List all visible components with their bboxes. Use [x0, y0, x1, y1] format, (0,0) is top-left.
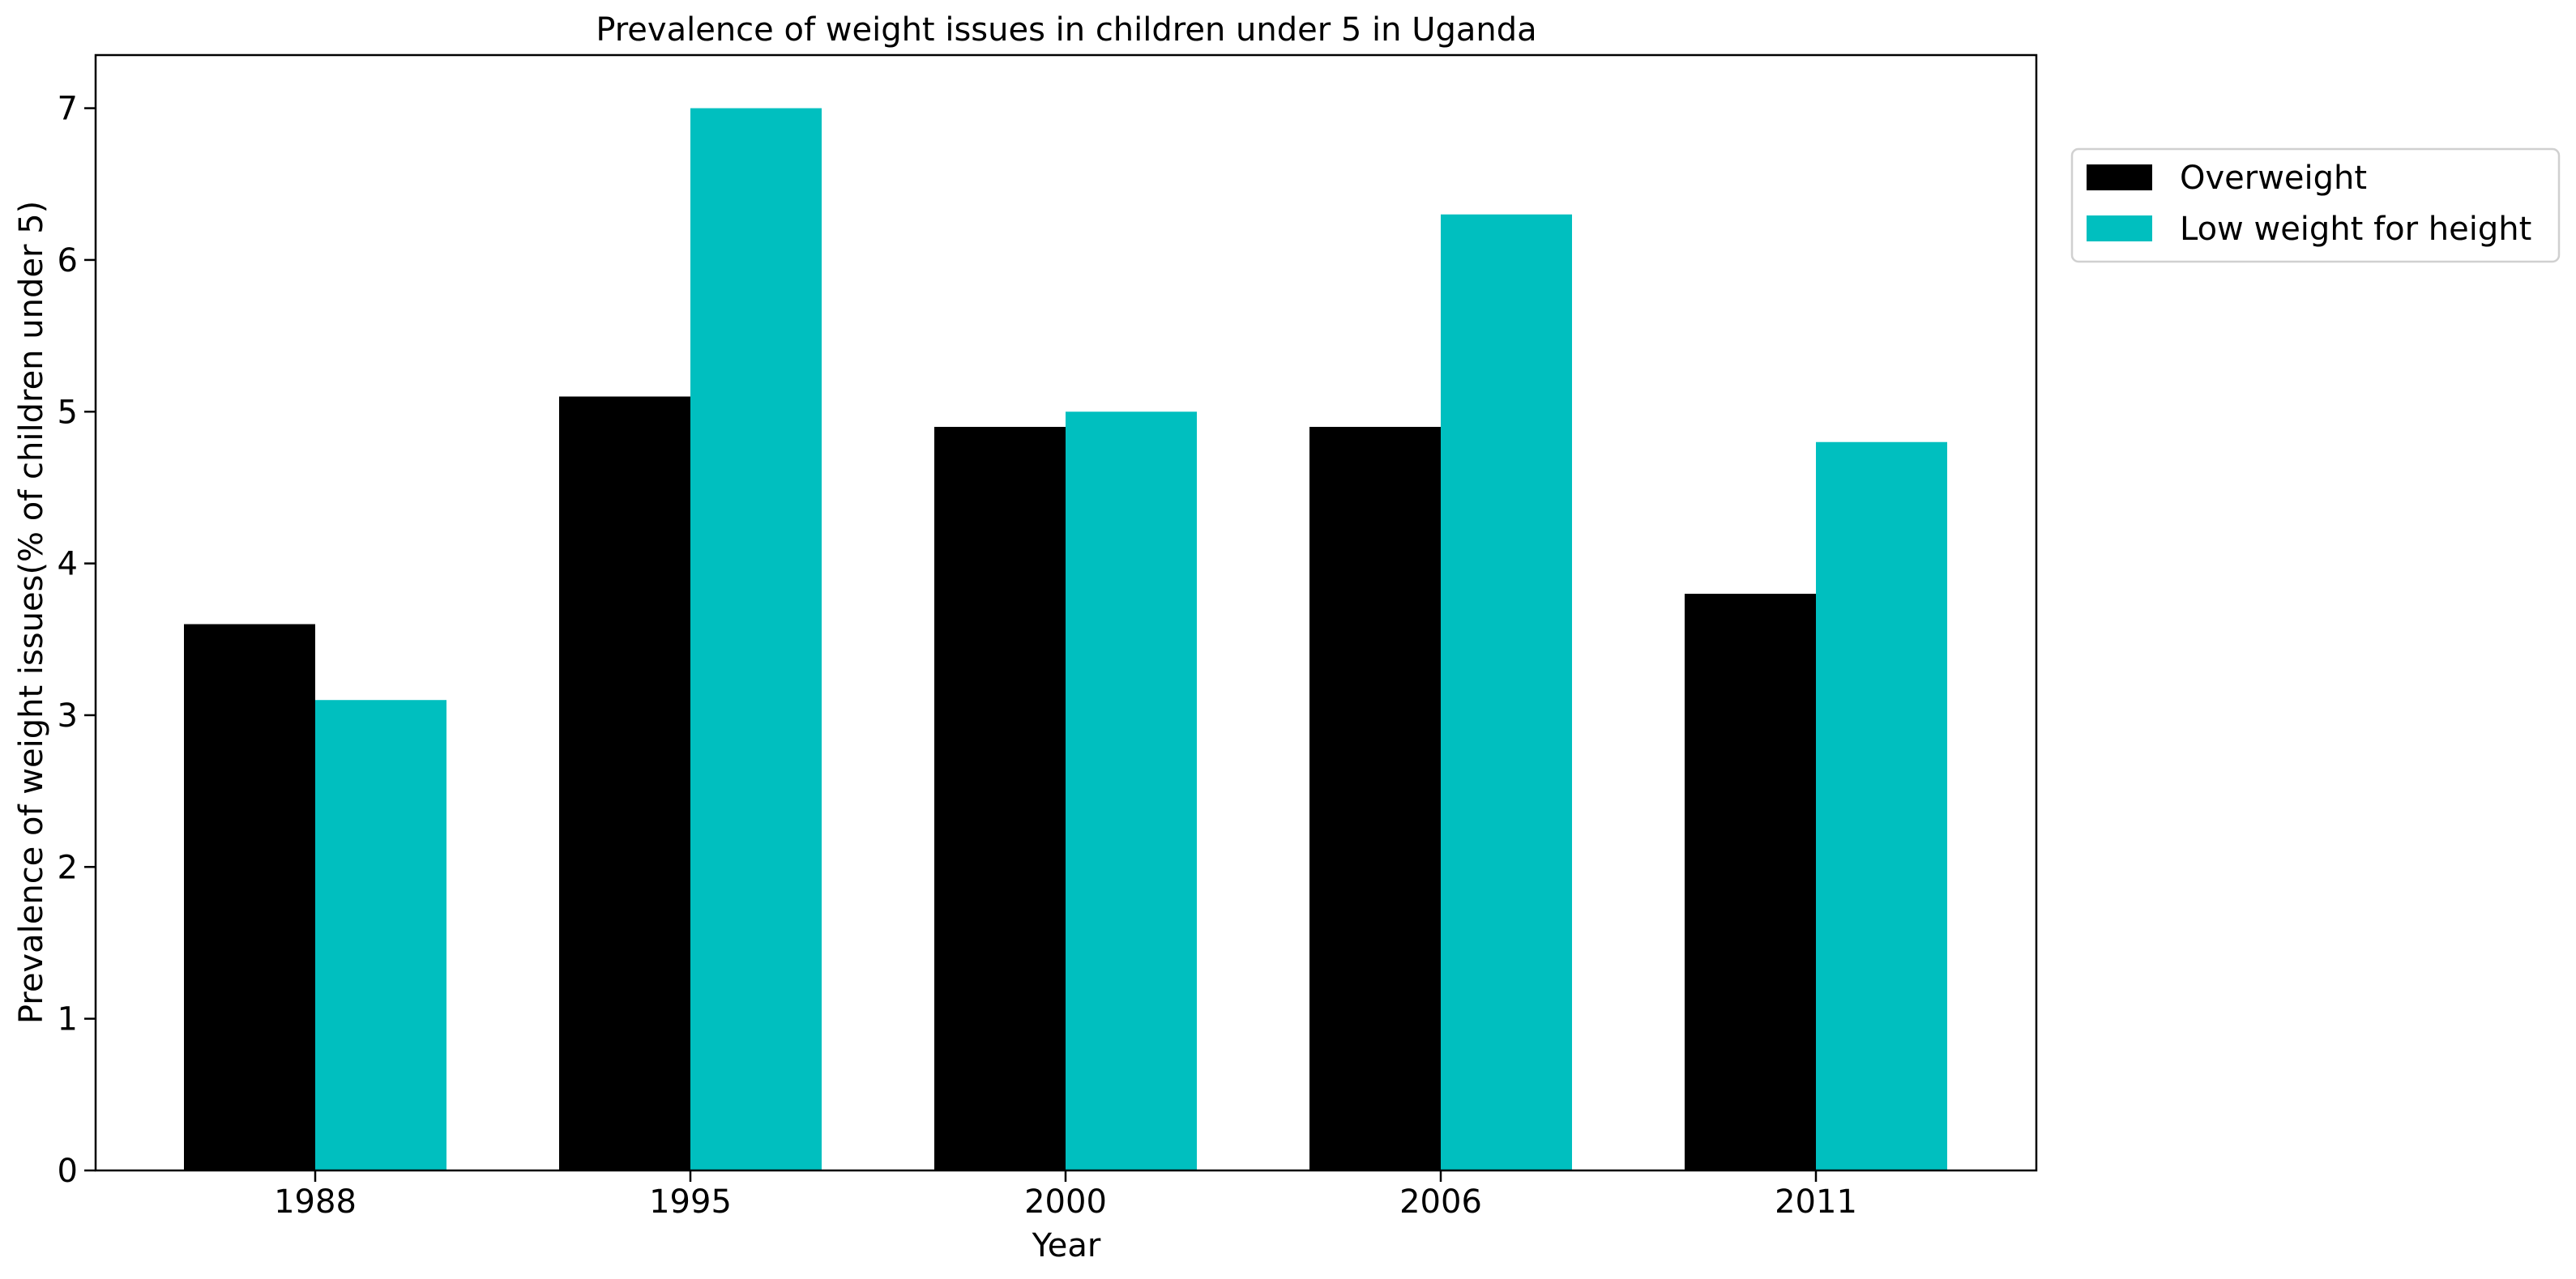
y-axis-label: Prevalence of weight issues(% of childre…: [13, 201, 50, 1024]
bar-low-weight-for-height-2011: [1816, 441, 1947, 1170]
legend: Overweight Low weight for height: [2070, 147, 2561, 263]
y-tick-label-1: 1: [58, 1001, 78, 1038]
bar-overweight-2000: [934, 427, 1066, 1170]
bar-low-weight-for-height-2006: [1441, 214, 1572, 1170]
legend-swatch-overweight: [2087, 164, 2152, 190]
y-tick-label-2: 2: [58, 849, 78, 886]
legend-label-low-weight-for-height: Low weight for height: [2180, 211, 2531, 248]
bar-overweight-1995: [559, 396, 690, 1170]
y-axis: 0 1 2 3 4 5 6 7: [58, 91, 96, 1190]
x-axis: 1988 1995 2000 2006 2011: [274, 1170, 1857, 1221]
bar-low-weight-for-height-2000: [1066, 411, 1197, 1170]
x-tick-label-2006: 2006: [1399, 1183, 1482, 1221]
bar-low-weight-for-height-1988: [315, 700, 446, 1170]
legend-box: [2070, 147, 2561, 263]
y-tick-label-4: 4: [58, 546, 78, 583]
x-tick-label-1988: 1988: [274, 1183, 357, 1221]
legend-label-overweight: Overweight: [2180, 160, 2367, 197]
bar-overweight-1988: [184, 624, 315, 1170]
bar-overweight-2011: [1685, 594, 1816, 1170]
legend-swatch-low-weight-for-height: [2087, 215, 2152, 241]
y-tick-label-0: 0: [58, 1153, 78, 1190]
bars-layer: [184, 108, 1947, 1171]
x-tick-label-2000: 2000: [1024, 1183, 1107, 1221]
y-tick-label-7: 7: [58, 91, 78, 128]
y-tick-label-3: 3: [58, 697, 78, 735]
y-tick-label-5: 5: [58, 394, 78, 431]
y-tick-label-6: 6: [58, 242, 78, 279]
x-tick-label-1995: 1995: [649, 1183, 732, 1221]
chart-title: Prevalence of weight issues in children …: [596, 11, 1536, 49]
bar-overweight-2006: [1309, 427, 1441, 1170]
bar-low-weight-for-height-1995: [690, 108, 822, 1171]
x-axis-label: Year: [1032, 1227, 1101, 1264]
x-tick-label-2011: 2011: [1775, 1183, 1857, 1221]
